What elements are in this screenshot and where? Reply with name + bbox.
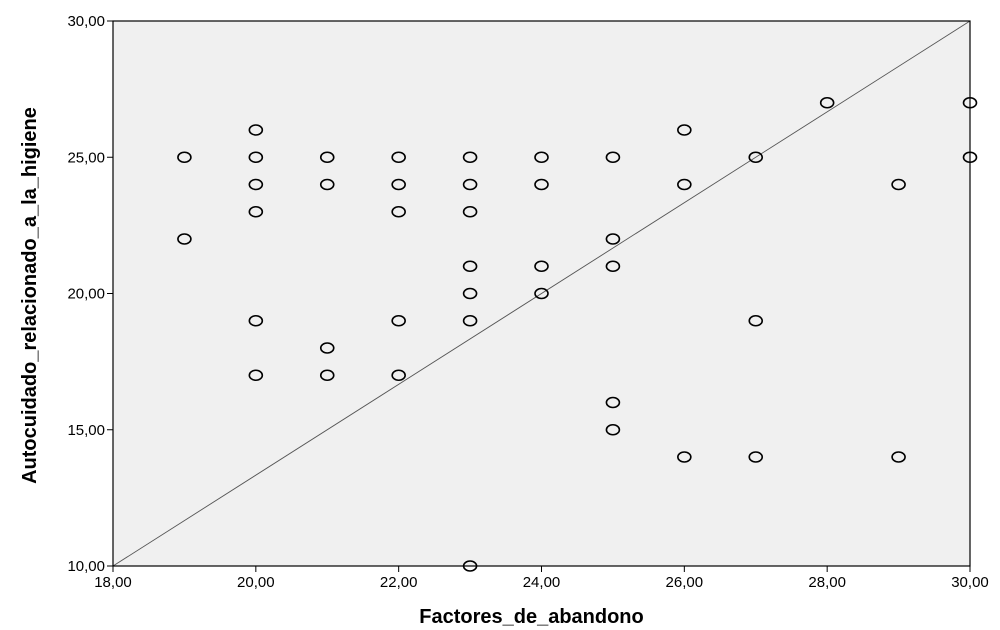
- data-point: [605, 233, 621, 245]
- x-tick-label: 30,00: [951, 574, 989, 591]
- data-point: [391, 369, 406, 382]
- data-point: [534, 178, 549, 191]
- data-point: [319, 151, 335, 164]
- data-point: [248, 205, 264, 218]
- data-point: [819, 96, 835, 109]
- data-point: [248, 178, 264, 191]
- y-tick-label: 25,00: [67, 149, 105, 166]
- data-point: [748, 451, 764, 463]
- data-point: [319, 369, 335, 382]
- data-point: [462, 260, 478, 273]
- data-point: [677, 451, 692, 463]
- x-tick-label: 22,00: [380, 574, 418, 591]
- data-point: [319, 178, 335, 191]
- data-point: [462, 178, 478, 191]
- x-tick-label: 24,00: [523, 574, 561, 591]
- data-point: [534, 151, 549, 164]
- x-tick-label: 18,00: [94, 574, 132, 591]
- data-point: [534, 287, 549, 300]
- data-point: [748, 151, 764, 164]
- data-point: [748, 314, 764, 327]
- data-point: [534, 260, 549, 273]
- x-tick-label: 26,00: [666, 574, 704, 591]
- y-axis: 10,00 15,00 20,00 25,00 30,00: [67, 13, 113, 575]
- data-point: [319, 342, 335, 354]
- data-point: [677, 178, 692, 191]
- x-axis: 18,00 20,00 22,00 24,00 26,00 28,00 30,00: [94, 566, 989, 591]
- y-axis-title: Autocuidado_relacionado_a_la_higiene: [19, 107, 41, 484]
- data-point: [177, 233, 192, 245]
- data-point: [248, 151, 264, 164]
- data-point: [462, 314, 478, 327]
- x-axis-title: Factores_de_abandono: [419, 606, 644, 628]
- y-tick-label: 20,00: [67, 286, 105, 303]
- data-point: [248, 314, 264, 327]
- data-point: [605, 260, 621, 273]
- data-point: [605, 423, 621, 436]
- data-point: [391, 205, 406, 218]
- data-point: [177, 151, 192, 164]
- x-tick-label: 20,00: [237, 574, 275, 591]
- data-point: [248, 124, 264, 136]
- y-tick-label: 10,00: [67, 558, 105, 575]
- data-point: [605, 396, 621, 409]
- reference-line: [112, 20, 971, 567]
- data-point: [677, 124, 692, 136]
- data-point: [891, 178, 906, 191]
- data-points: [177, 96, 978, 572]
- data-point: [391, 314, 406, 327]
- data-point: [248, 369, 264, 382]
- y-tick-label: 15,00: [67, 422, 105, 439]
- y-tick-label: 30,00: [67, 13, 105, 30]
- data-point: [462, 205, 478, 218]
- data-point: [605, 151, 621, 164]
- data-point: [391, 151, 406, 164]
- x-tick-label: 28,00: [808, 574, 846, 591]
- data-point: [891, 451, 906, 463]
- data-point: [462, 151, 478, 164]
- data-point: [391, 178, 406, 191]
- data-point: [462, 287, 478, 300]
